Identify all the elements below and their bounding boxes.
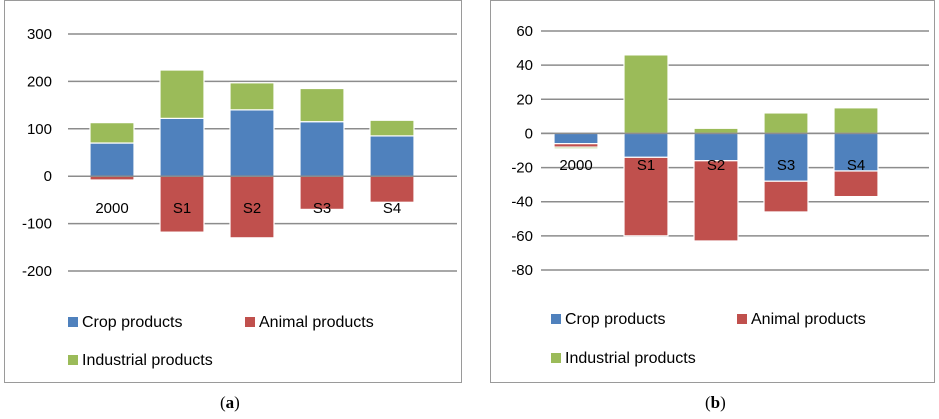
chart-a-y-tick-label: 100	[27, 121, 52, 138]
chart-a-legend-label: Industrial products	[82, 352, 213, 369]
chart-b-bar-industrial-products	[623, 54, 669, 135]
chart-a-legend-swatch	[68, 355, 78, 365]
chart-b-legend-label: Crop products	[565, 311, 666, 328]
chart-panel-b: 60 40 20 0 -20 -40 -60 -80 2000 S1 S2 S3 S4 Crop prod…	[490, 0, 935, 383]
chart-a-bar-industrial-products	[229, 82, 275, 111]
chart-b-category-label: 2000	[559, 157, 592, 174]
chart-b-y-tick-label: 40	[516, 57, 533, 74]
chart-b-bar-animal-products	[833, 170, 879, 198]
chart-a-bar-industrial-products	[159, 69, 205, 119]
chart-a-legend-label: Animal products	[259, 314, 374, 331]
chart-b-y-tick-label: -20	[511, 160, 533, 177]
chart-b-category-label: S4	[847, 157, 865, 174]
chart-b-y-tick-label: 0	[525, 125, 533, 142]
chart-b-bar-industrial-products	[833, 107, 879, 135]
chart-a-bar-industrial-products	[89, 122, 135, 144]
chart-a-y-tick-label: 0	[44, 168, 52, 185]
chart-b-bar-crop-products	[833, 132, 879, 172]
caption-a: (a)	[220, 393, 240, 412]
chart-b-y-tick-label: -80	[511, 262, 533, 279]
chart-a-legend-label: Crop products	[82, 314, 183, 331]
chart-a-category-label: S2	[243, 200, 261, 217]
chart-b-legend-label: Animal products	[751, 311, 866, 328]
chart-a-y-tick-label: 200	[27, 73, 52, 90]
chart-b-y-tick-label: -60	[511, 228, 533, 245]
chart-a-bar-industrial-products	[369, 119, 415, 137]
chart-a-bar-crop-products	[299, 121, 345, 177]
chart-b-bar-crop-products	[623, 132, 669, 158]
chart-a-legend-swatch	[68, 317, 78, 327]
chart-a-svg: 300 200 100 0 -100 -200 2000 S1 S2 S3 S4 Crop produ…	[22, 26, 457, 369]
chart-b-bar-animal-products	[623, 156, 669, 237]
chart-b-legend-swatch	[737, 314, 747, 324]
chart-b-bar-industrial-products	[693, 127, 739, 135]
chart-b-category-label: S1	[637, 157, 655, 174]
chart-b-bar-industrial-products	[763, 112, 809, 135]
chart-a-category-label: S1	[173, 200, 191, 217]
chart-b-bar-crop-products	[763, 132, 809, 182]
chart-b-y-tick-label: -40	[511, 194, 533, 211]
chart-a-bar-crop-products	[229, 109, 275, 177]
chart-b-y-tick-label: 60	[516, 23, 533, 40]
chart-a-category-label: 2000	[95, 200, 128, 217]
chart-b-svg: 60 40 20 0 -20 -40 -60 -80 2000 S1 S2 S3 S4 Crop prod…	[511, 23, 929, 367]
chart-b-y-tick-label: 20	[516, 91, 533, 108]
chart-b-bar-industrial-products	[553, 146, 599, 150]
chart-a-bar-crop-products	[369, 135, 415, 177]
chart-b-category-label: S2	[707, 157, 725, 174]
chart-a-category-label: S4	[383, 200, 401, 217]
chart-a-bar-industrial-products	[299, 87, 345, 123]
chart-b-bar-crop-products	[553, 132, 599, 145]
chart-a-bar-crop-products	[89, 142, 135, 177]
caption-a-letter: a	[225, 393, 235, 412]
chart-a-y-tick-label: 300	[27, 26, 52, 43]
chart-b-legend-swatch	[551, 353, 561, 363]
chart-a-y-tick-label: -200	[22, 263, 52, 280]
chart-panel-a: 300 200 100 0 -100 -200 2000 S1 S2 S3 S4 Crop produ…	[4, 0, 462, 383]
chart-a-y-tick-label: -100	[22, 216, 52, 233]
caption-b: (b)	[705, 393, 726, 412]
chart-b-legend-swatch	[551, 314, 561, 324]
chart-b-legend-label: Industrial products	[565, 350, 696, 367]
chart-a-category-label: S3	[313, 200, 331, 217]
chart-b-category-label: S3	[777, 157, 795, 174]
chart-b-bar-animal-products	[763, 180, 809, 213]
caption-b-letter: b	[710, 393, 721, 412]
chart-a-bar-crop-products	[159, 117, 205, 177]
chart-b-bar-animal-products	[693, 160, 739, 242]
chart-a-legend-swatch	[245, 317, 255, 327]
chart-a-bar-animal-products	[369, 175, 415, 203]
